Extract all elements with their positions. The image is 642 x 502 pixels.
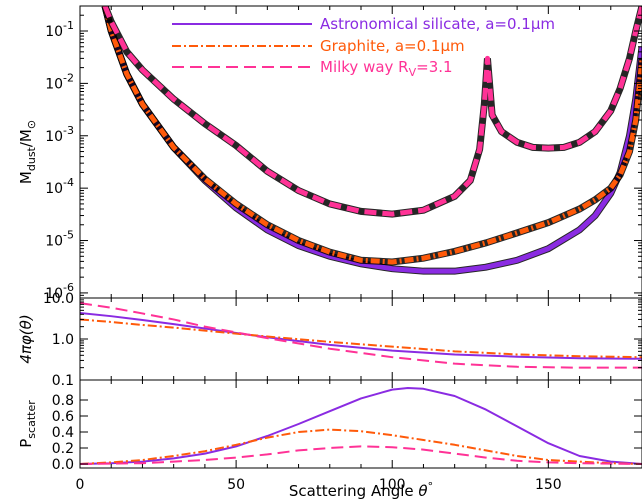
legend-label-silicate: Astronomical silicate, a=0.1μm	[320, 15, 555, 33]
legend-label-milky-way: Milky way RV=3.1	[320, 58, 453, 79]
ytick-label-top: 10-6	[45, 281, 74, 302]
legend: Astronomical silicate, a=0.1μm Graphite,…	[172, 15, 555, 79]
legend-item-graphite: Graphite, a=0.1μm	[172, 37, 465, 55]
ytick-label-top: 10-4	[45, 176, 74, 197]
ytick-label-top: 10-3	[45, 124, 74, 145]
series-line-bottom-0	[80, 387, 642, 465]
xtick-label: 100	[379, 477, 406, 493]
ytick-label-bottom: 0.8	[52, 393, 74, 409]
ytick-label-middle: 0.1	[52, 373, 74, 389]
x-axis-title: Scattering Angle θ°	[289, 480, 433, 500]
ytick-label-bottom: 0.6	[52, 409, 74, 425]
xtick-label: 50	[227, 477, 245, 493]
ytick-label-top: 10-5	[45, 229, 74, 250]
series-line-middle-2	[80, 302, 642, 369]
legend-label-graphite: Graphite, a=0.1μm	[320, 37, 465, 55]
series-line-middle-0	[80, 312, 642, 360]
ytick-label-bottom: 0.0	[52, 457, 74, 473]
ytick-label-middle: 1.0	[52, 332, 74, 348]
panel-bottom-series	[80, 387, 642, 465]
series-line-middle-1	[80, 318, 642, 359]
xtick-label: 150	[535, 477, 562, 493]
panel-frame-middle	[79, 297, 642, 381]
series-line-top-1	[102, 6, 642, 265]
series-line-top-2	[102, 6, 642, 217]
xtick-label: 0	[76, 477, 85, 493]
legend-item-silicate: Astronomical silicate, a=0.1μm	[172, 15, 555, 33]
ytick-label-top: 10-1	[45, 19, 74, 40]
middle-ylabel: 4πφ(θ)	[17, 314, 35, 363]
top-ylabel: Mdust/M⊙	[17, 120, 38, 184]
ytick-label-bottom: 0.4	[52, 425, 74, 441]
panel-middle-series	[80, 302, 642, 369]
legend-item-milky-way: Milky way RV=3.1	[172, 58, 453, 79]
ytick-label-bottom: 0.2	[52, 441, 74, 457]
ytick-label-middle: 10.0	[43, 291, 74, 307]
bottom-ylabel: Pscatter	[17, 400, 38, 448]
panel-top-series	[101, 6, 642, 275]
ytick-label-top: 10-2	[45, 71, 74, 92]
panel-frame-bottom	[79, 379, 642, 469]
